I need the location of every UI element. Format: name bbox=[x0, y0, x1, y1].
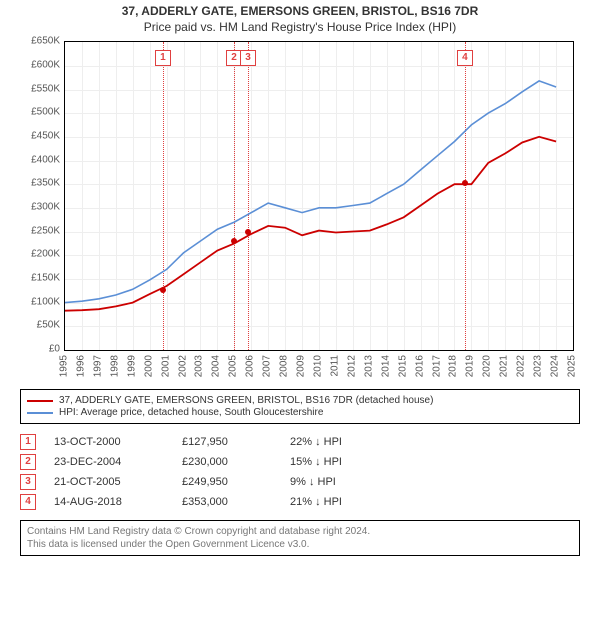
x-tick-label: 2002 bbox=[177, 355, 188, 377]
sales-row-price: £230,000 bbox=[182, 456, 272, 468]
sale-marker-badge: 3 bbox=[240, 50, 256, 66]
x-tick-label: 2021 bbox=[499, 355, 510, 377]
x-tick-label: 2000 bbox=[143, 355, 154, 377]
y-tick-label: £450K bbox=[20, 130, 60, 141]
plot-area: 1234 bbox=[64, 41, 574, 351]
y-tick-label: £200K bbox=[20, 249, 60, 260]
footer-line-2: This data is licensed under the Open Gov… bbox=[27, 538, 573, 551]
x-tick-label: 2003 bbox=[194, 355, 205, 377]
sales-row-price: £353,000 bbox=[182, 496, 272, 508]
x-tick-label: 1999 bbox=[126, 355, 137, 377]
legend-label: 37, ADDERLY GATE, EMERSONS GREEN, BRISTO… bbox=[59, 395, 433, 406]
x-tick-label: 2014 bbox=[380, 355, 391, 377]
y-tick-label: £100K bbox=[20, 296, 60, 307]
sales-row-date: 23-DEC-2004 bbox=[54, 456, 164, 468]
sales-row-date: 13-OCT-2000 bbox=[54, 436, 164, 448]
legend: 37, ADDERLY GATE, EMERSONS GREEN, BRISTO… bbox=[20, 389, 580, 424]
x-tick-label: 2011 bbox=[329, 355, 340, 377]
y-tick-label: £150K bbox=[20, 273, 60, 284]
sale-point bbox=[245, 229, 251, 235]
y-tick-label: £0 bbox=[20, 344, 60, 355]
x-tick-label: 2020 bbox=[482, 355, 493, 377]
sales-row-diff: 22% ↓ HPI bbox=[290, 436, 380, 448]
y-tick-label: £400K bbox=[20, 154, 60, 165]
legend-label: HPI: Average price, detached house, Sout… bbox=[59, 407, 323, 418]
sales-row-badge: 1 bbox=[20, 434, 36, 450]
x-tick-label: 2012 bbox=[346, 355, 357, 377]
x-tick-label: 2018 bbox=[448, 355, 459, 377]
x-tick-label: 2022 bbox=[516, 355, 527, 377]
x-tick-label: 2004 bbox=[211, 355, 222, 377]
sales-row-diff: 21% ↓ HPI bbox=[290, 496, 380, 508]
y-tick-label: £350K bbox=[20, 178, 60, 189]
x-tick-label: 2009 bbox=[296, 355, 307, 377]
chart: 1234 £0£50K£100K£150K£200K£250K£300K£350… bbox=[20, 41, 580, 381]
legend-swatch bbox=[27, 400, 53, 402]
title-line-1: 37, ADDERLY GATE, EMERSONS GREEN, BRISTO… bbox=[0, 4, 600, 20]
x-tick-label: 1997 bbox=[92, 355, 103, 377]
sales-row: 3 21-OCT-2005 £249,950 9% ↓ HPI bbox=[20, 474, 580, 490]
sale-marker-badge: 1 bbox=[155, 50, 171, 66]
x-tick-label: 1995 bbox=[59, 355, 70, 377]
sales-row-date: 14-AUG-2018 bbox=[54, 496, 164, 508]
sales-row-diff: 9% ↓ HPI bbox=[290, 476, 380, 488]
x-tick-label: 2024 bbox=[550, 355, 561, 377]
legend-swatch bbox=[27, 412, 53, 414]
x-tick-label: 2016 bbox=[414, 355, 425, 377]
x-tick-label: 2001 bbox=[160, 355, 171, 377]
sale-point bbox=[462, 180, 468, 186]
x-tick-label: 2023 bbox=[533, 355, 544, 377]
x-tick-label: 2006 bbox=[245, 355, 256, 377]
series-hpi bbox=[65, 81, 556, 303]
sale-point bbox=[231, 238, 237, 244]
sales-row-badge: 2 bbox=[20, 454, 36, 470]
sales-row: 4 14-AUG-2018 £353,000 21% ↓ HPI bbox=[20, 494, 580, 510]
sales-row-date: 21-OCT-2005 bbox=[54, 476, 164, 488]
footer-attribution: Contains HM Land Registry data © Crown c… bbox=[20, 520, 580, 556]
y-tick-label: £600K bbox=[20, 59, 60, 70]
x-tick-label: 2010 bbox=[313, 355, 324, 377]
sales-row-price: £127,950 bbox=[182, 436, 272, 448]
x-tick-label: 2008 bbox=[279, 355, 290, 377]
sales-row-badge: 3 bbox=[20, 474, 36, 490]
x-tick-label: 1998 bbox=[109, 355, 120, 377]
x-tick-label: 2007 bbox=[262, 355, 273, 377]
sales-table: 1 13-OCT-2000 £127,950 22% ↓ HPI 2 23-DEC-200… bbox=[20, 434, 580, 510]
series-property bbox=[65, 137, 556, 311]
y-tick-label: £550K bbox=[20, 83, 60, 94]
footer-line-1: Contains HM Land Registry data © Crown c… bbox=[27, 525, 573, 538]
sales-row-price: £249,950 bbox=[182, 476, 272, 488]
x-tick-label: 2013 bbox=[363, 355, 374, 377]
legend-row-hpi: HPI: Average price, detached house, Sout… bbox=[27, 407, 573, 418]
x-tick-label: 2017 bbox=[431, 355, 442, 377]
legend-row-property: 37, ADDERLY GATE, EMERSONS GREEN, BRISTO… bbox=[27, 395, 573, 406]
sale-point bbox=[160, 287, 166, 293]
y-tick-label: £250K bbox=[20, 225, 60, 236]
x-tick-label: 2005 bbox=[228, 355, 239, 377]
x-tick-label: 2019 bbox=[465, 355, 476, 377]
sale-marker-badge: 4 bbox=[457, 50, 473, 66]
x-tick-label: 2025 bbox=[567, 355, 578, 377]
x-tick-label: 1996 bbox=[75, 355, 86, 377]
x-tick-label: 2015 bbox=[397, 355, 408, 377]
y-tick-label: £300K bbox=[20, 202, 60, 213]
title-line-2: Price paid vs. HM Land Registry's House … bbox=[0, 20, 600, 36]
y-tick-label: £500K bbox=[20, 107, 60, 118]
sales-row-badge: 4 bbox=[20, 494, 36, 510]
sales-row: 1 13-OCT-2000 £127,950 22% ↓ HPI bbox=[20, 434, 580, 450]
y-tick-label: £650K bbox=[20, 36, 60, 47]
sales-row: 2 23-DEC-2004 £230,000 15% ↓ HPI bbox=[20, 454, 580, 470]
sales-row-diff: 15% ↓ HPI bbox=[290, 456, 380, 468]
y-tick-label: £50K bbox=[20, 320, 60, 331]
